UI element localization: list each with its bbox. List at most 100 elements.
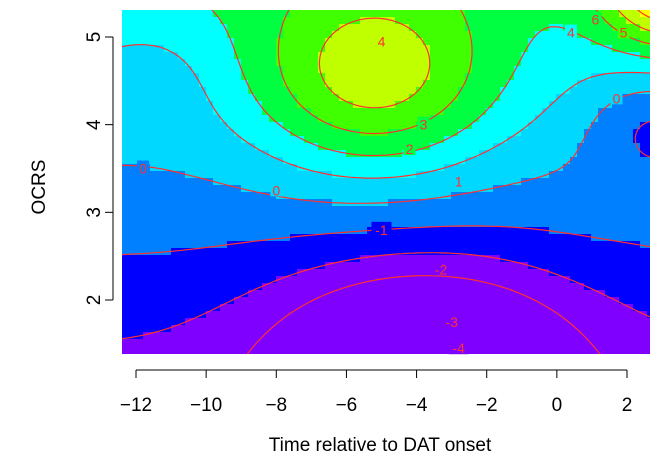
heat-cell: [255, 59, 263, 67]
heat-cell: [178, 38, 186, 46]
heat-cell: [493, 45, 501, 53]
heat-cell: [430, 157, 438, 165]
heat-cell: [633, 234, 641, 242]
heat-cell: [339, 136, 347, 144]
heat-cell: [619, 332, 627, 340]
heat-cell: [465, 52, 473, 60]
heat-cell: [290, 73, 298, 81]
heat-cell: [297, 185, 305, 193]
heat-cell: [577, 304, 585, 312]
heat-cell: [514, 276, 522, 284]
heat-cell: [437, 87, 445, 95]
heat-cell: [577, 73, 585, 81]
heat-cell: [472, 304, 480, 312]
heat-cell: [605, 220, 613, 228]
heat-cell: [304, 297, 312, 305]
heat-cell: [584, 87, 592, 95]
heat-cell: [430, 318, 438, 326]
heat-cell: [507, 262, 515, 270]
heat-cell: [472, 10, 480, 18]
heat-cell: [514, 283, 522, 291]
heat-cell: [458, 213, 466, 221]
heat-cell: [458, 150, 466, 158]
heat-cell: [549, 171, 557, 179]
heat-cell: [178, 353, 186, 354]
heat-cell: [451, 122, 459, 130]
heat-cell: [409, 38, 417, 46]
heat-cell: [619, 311, 627, 319]
heat-cell: [535, 185, 543, 193]
heat-cell: [395, 353, 403, 354]
heat-cell: [374, 80, 382, 88]
heat-cell: [332, 101, 340, 109]
heat-cell: [591, 206, 599, 214]
heat-cell: [514, 122, 522, 130]
heat-cell: [605, 38, 613, 46]
heat-cell: [248, 318, 256, 326]
heat-cell: [178, 24, 186, 32]
heat-cell: [423, 255, 431, 263]
heat-cell: [241, 269, 249, 277]
heat-cell: [122, 213, 130, 221]
heat-cell: [164, 283, 172, 291]
heat-cell: [430, 115, 438, 123]
heat-cell: [234, 192, 242, 200]
heat-cell: [465, 38, 473, 46]
heat-cell: [325, 66, 333, 74]
heat-cell: [423, 52, 431, 60]
heat-cell: [619, 171, 627, 179]
heat-cell: [178, 227, 186, 235]
heat-cell: [157, 276, 165, 284]
heat-cell: [584, 185, 592, 193]
heat-cell: [528, 122, 536, 130]
heat-cell: [514, 311, 522, 319]
heat-cell: [640, 143, 648, 151]
heat-cell: [430, 171, 438, 179]
heat-cell: [633, 276, 641, 284]
heat-cell: [395, 171, 403, 179]
heat-cell: [171, 227, 179, 235]
heat-cell: [255, 276, 263, 284]
heat-cell: [220, 122, 228, 130]
heat-cell: [521, 311, 529, 319]
heat-cell: [577, 325, 585, 333]
heat-cell: [626, 59, 634, 67]
heat-cell: [143, 332, 151, 340]
heat-cell: [640, 227, 648, 235]
heat-cell: [248, 332, 256, 340]
heat-cell: [591, 276, 599, 284]
heat-cell: [255, 94, 263, 102]
heat-cell: [325, 87, 333, 95]
heat-cell: [262, 297, 270, 305]
heat-cell: [472, 143, 480, 151]
heat-cell: [241, 164, 249, 172]
heat-cell: [199, 24, 207, 32]
heat-cell: [178, 80, 186, 88]
heat-cell: [423, 318, 431, 326]
heat-cell: [304, 262, 312, 270]
heat-cell: [598, 136, 606, 144]
heat-cell: [332, 17, 340, 25]
heat-cell: [171, 150, 179, 158]
heat-cell: [297, 178, 305, 186]
heat-cell: [472, 318, 480, 326]
heat-cell: [332, 283, 340, 291]
heat-cell: [136, 311, 144, 319]
heat-cell: [521, 122, 529, 130]
heat-cell: [584, 255, 592, 263]
heat-cell: [150, 248, 158, 256]
contour-label: 0: [139, 161, 147, 177]
heat-cell: [178, 332, 186, 340]
heat-cell: [528, 339, 536, 347]
heat-cell: [479, 164, 487, 172]
heat-cell: [507, 17, 515, 25]
heat-cell: [584, 353, 592, 354]
heat-cell: [542, 73, 550, 81]
heat-cell: [430, 80, 438, 88]
heat-cell: [444, 164, 452, 172]
heat-cell: [472, 157, 480, 165]
heat-cell: [493, 171, 501, 179]
heat-cell: [248, 38, 256, 46]
heat-cell: [535, 199, 543, 207]
heat-cell: [542, 66, 550, 74]
